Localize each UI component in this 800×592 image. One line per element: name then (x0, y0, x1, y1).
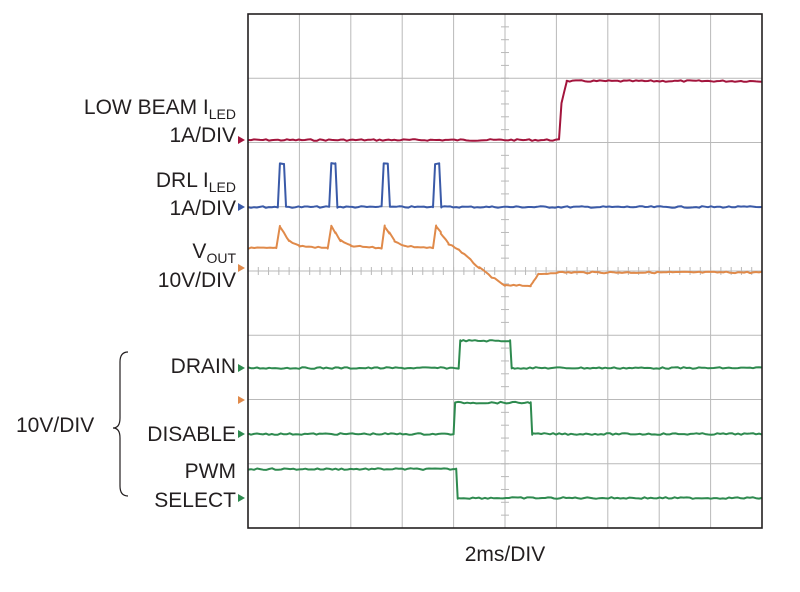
traces (247, 79, 763, 500)
drl-name: DRL I (155, 169, 209, 192)
trace-drl (247, 162, 763, 209)
trace-vout (247, 224, 763, 288)
ground-marker (238, 430, 245, 438)
trace-pwm-select (247, 467, 763, 500)
drain-label: DRAIN (170, 355, 236, 378)
ground-marker (238, 494, 245, 502)
group-scale-label: 10V/DIV (16, 414, 95, 437)
pwm-label-line1: PWM (184, 460, 236, 483)
low-beam-name: LOW BEAM I (83, 96, 209, 119)
vout-label: VOUT (30, 240, 236, 267)
vout-subscript: OUT (206, 250, 236, 266)
trace-disable (247, 400, 763, 436)
vout-name: V (192, 240, 207, 263)
drl-scale: 1A/DIV (169, 197, 236, 220)
low-beam-scale: 1A/DIV (169, 124, 236, 147)
low-beam-subscript: LED (208, 106, 236, 122)
ground-marker (238, 264, 245, 272)
vout-scale: 10V/DIV (157, 269, 236, 292)
ground-marker (238, 136, 245, 144)
disable-label: DISABLE (147, 423, 236, 446)
ground-markers (238, 136, 245, 502)
plot-frame (247, 13, 763, 529)
ground-marker (238, 364, 245, 372)
trace-low-beam (247, 79, 763, 142)
pwm-label-line2: SELECT (154, 489, 236, 512)
drl-label: DRL ILED (30, 169, 236, 196)
time-scale-label: 2ms/DIV (464, 543, 546, 566)
low-beam-label: LOW BEAM ILED (30, 96, 236, 123)
trace-drain (247, 339, 763, 370)
ground-marker (238, 203, 245, 211)
drl-subscript: LED (208, 179, 236, 195)
ground-marker-extra (238, 396, 245, 404)
group-brace (112, 351, 129, 497)
